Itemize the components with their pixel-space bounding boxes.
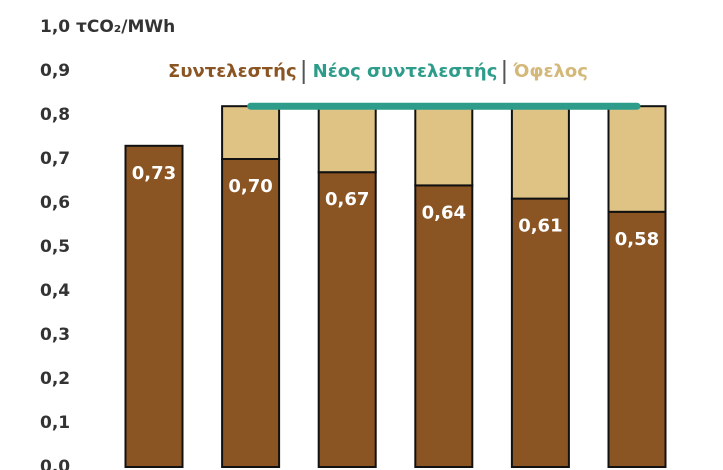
y-tick-label: 0,2 [40, 369, 70, 389]
bar-segment [221, 158, 281, 468]
bar-segment [221, 105, 281, 160]
value-label: 0,70 [228, 176, 272, 197]
y-tick-label: 1,0 τCO₂/MWh [40, 17, 175, 37]
legend-entry: Όφελος [512, 61, 588, 82]
value-label: 0,73 [132, 163, 176, 184]
bar-segment [317, 105, 377, 174]
y-tick-label: 0,3 [40, 325, 70, 345]
legend-entry: Συντελεστής [168, 61, 297, 82]
legend-entry: Νέος συντελεστής [313, 61, 498, 82]
y-tick-label: 0,5 [40, 237, 70, 257]
y-tick-label: 0,0 [40, 457, 70, 470]
y-tick-label: 0,8 [40, 105, 70, 125]
bar-segment [510, 105, 570, 200]
y-tick-label: 0,7 [40, 149, 70, 169]
value-label: 0,64 [422, 202, 466, 223]
y-tick-label: 0,9 [40, 61, 70, 81]
bar-segment [124, 144, 184, 469]
y-tick-label: 0,4 [40, 281, 70, 301]
value-label: 0,58 [615, 229, 659, 250]
bar-segment [317, 171, 377, 468]
bar-segment [607, 105, 667, 213]
y-tick-label: 0,1 [40, 413, 70, 433]
value-label: 0,67 [325, 189, 369, 210]
value-label: 0,61 [518, 216, 562, 237]
bar-segment [510, 197, 570, 468]
bar-segment [414, 184, 474, 468]
y-tick-label: 0,6 [40, 193, 70, 213]
bar-segment [607, 210, 667, 468]
bar-segment [414, 105, 474, 187]
